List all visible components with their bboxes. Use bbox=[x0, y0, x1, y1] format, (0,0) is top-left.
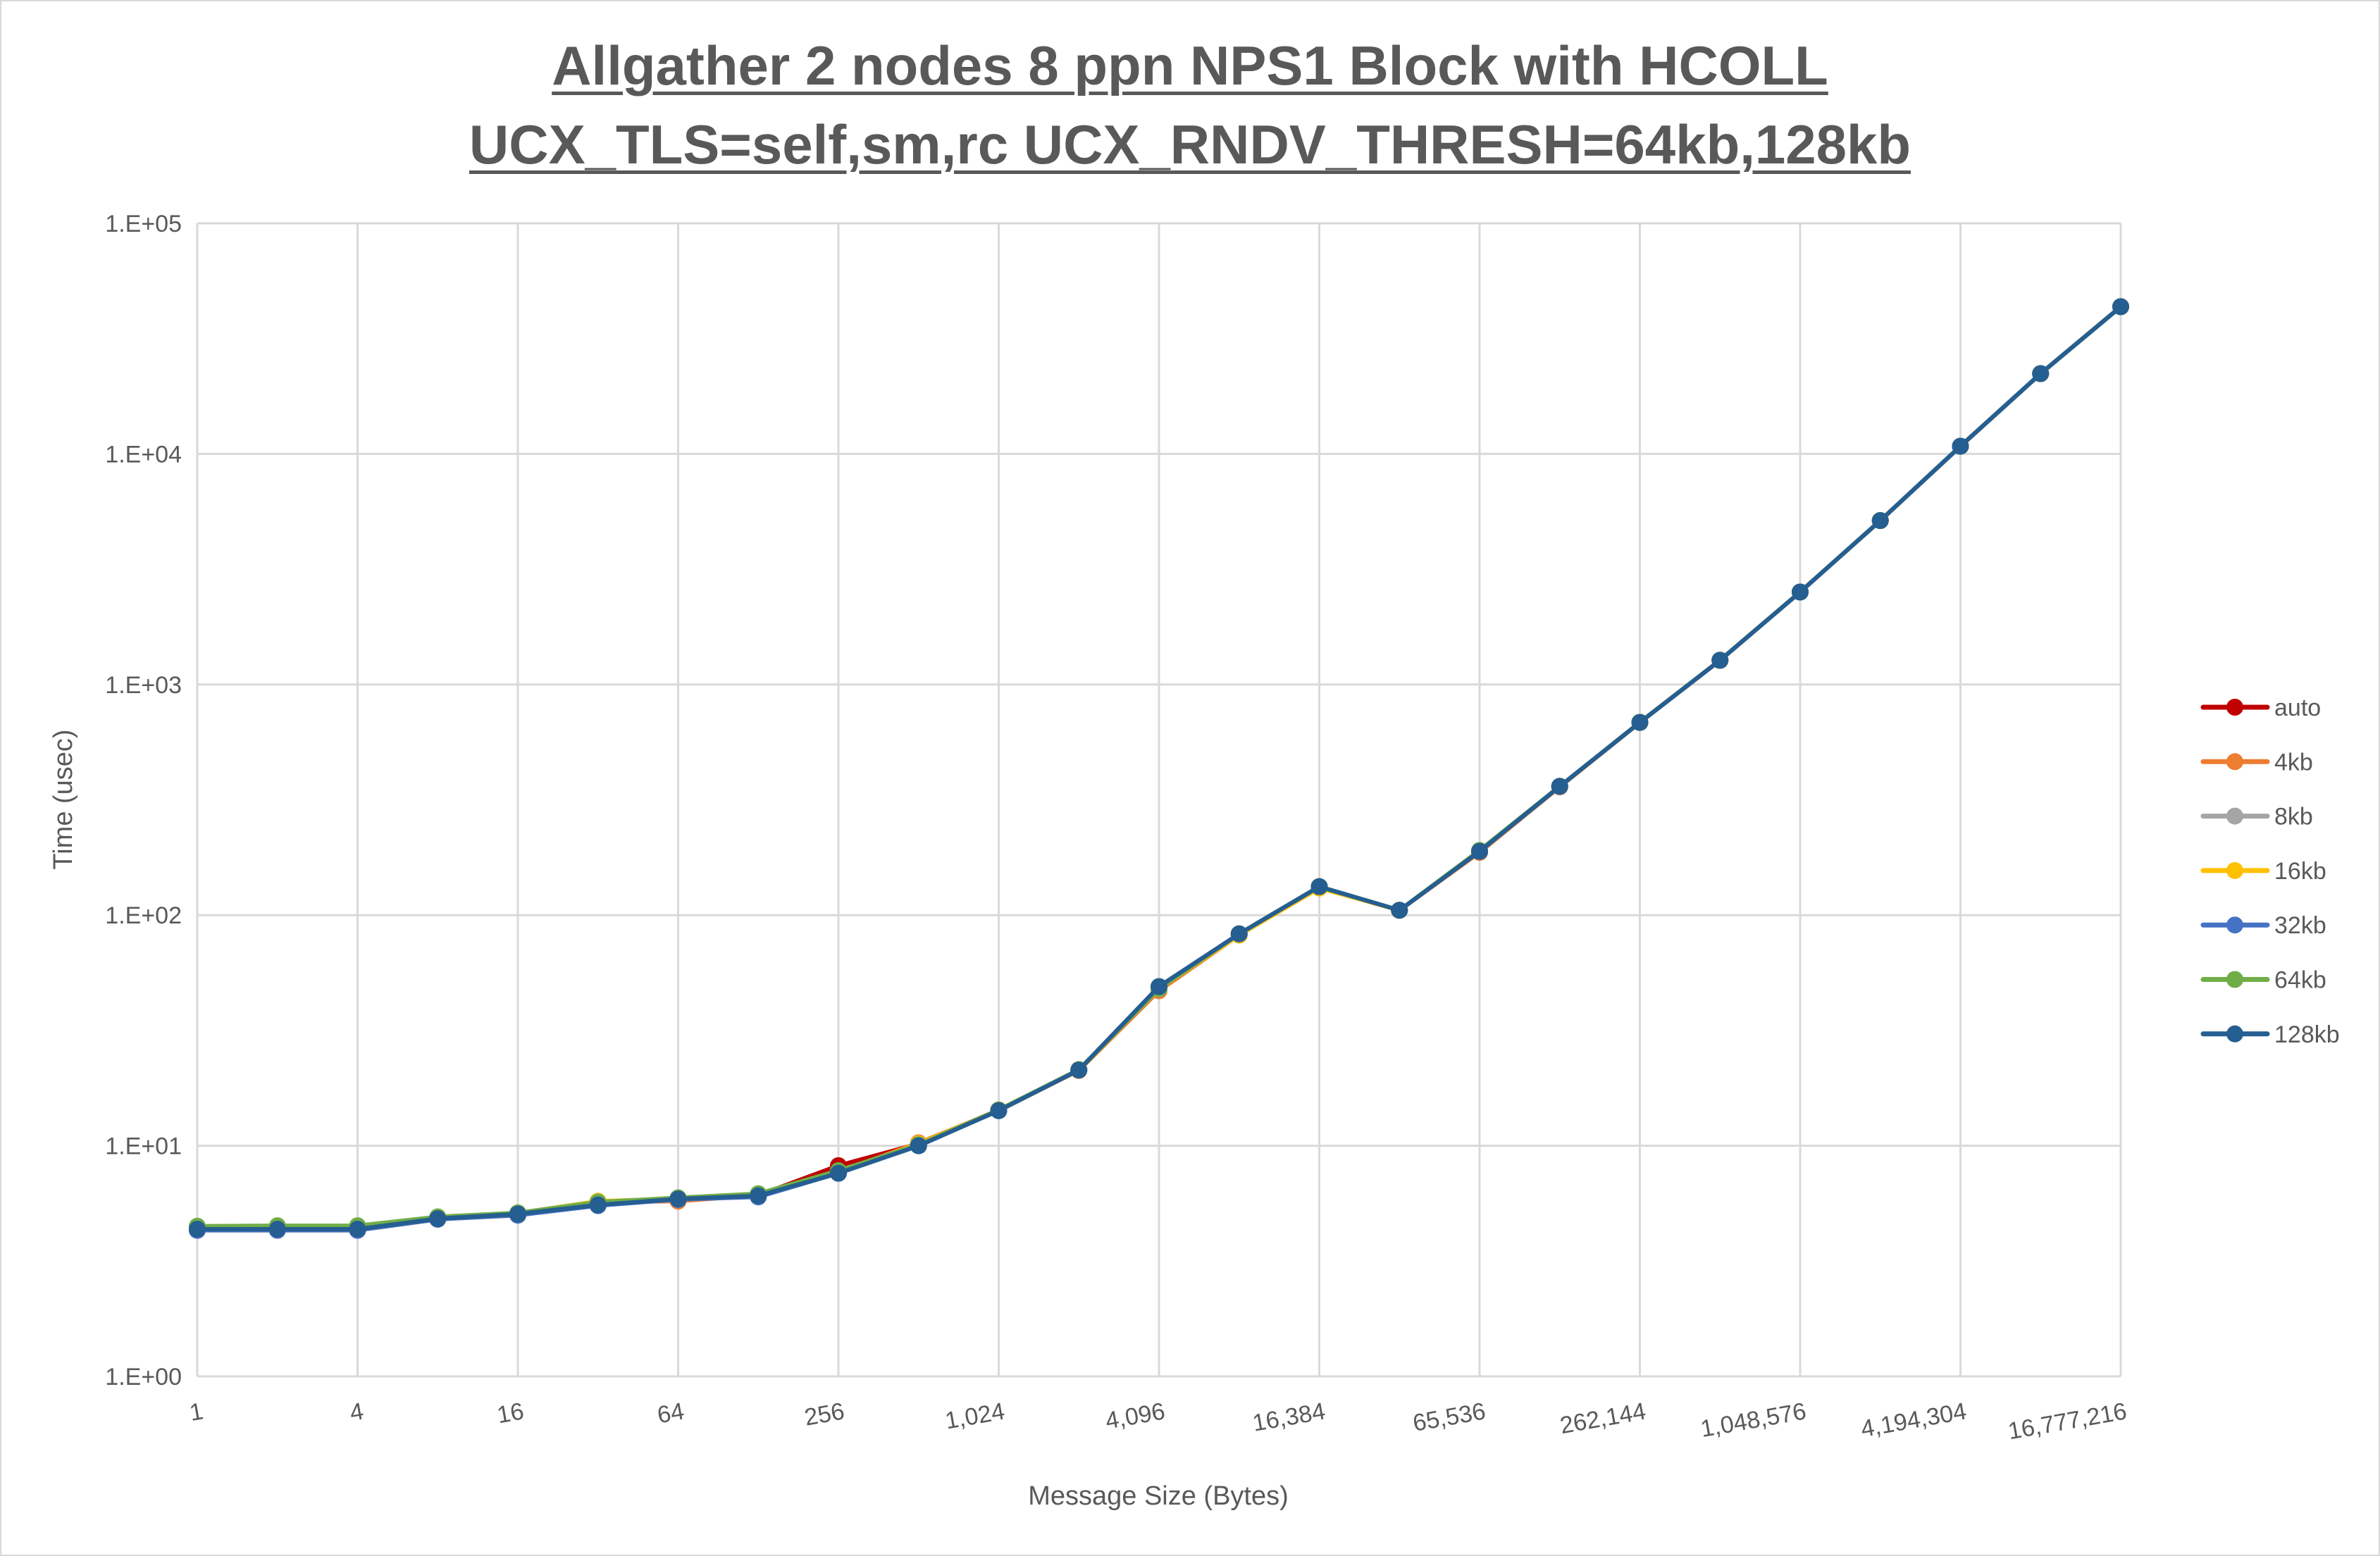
legend-item-128kb: 128kb bbox=[2200, 1021, 2340, 1048]
data-point-128kb bbox=[669, 1190, 687, 1208]
y-tick-label: 1.E+01 bbox=[105, 1133, 182, 1160]
x-tick-label: 1 bbox=[187, 1398, 205, 1426]
data-point-128kb bbox=[1310, 878, 1328, 895]
legend-label: auto bbox=[2274, 695, 2321, 721]
data-point-128kb bbox=[990, 1102, 1008, 1119]
data-point-128kb bbox=[910, 1137, 927, 1154]
x-tick-label: 1,048,576 bbox=[1699, 1398, 1809, 1443]
legend-marker-auto bbox=[2226, 699, 2243, 716]
data-point-128kb bbox=[1391, 902, 1408, 919]
y-tick-label: 1.E+03 bbox=[105, 672, 182, 699]
legend-label: 8kb bbox=[2274, 804, 2313, 830]
y-tick-label: 1.E+05 bbox=[105, 211, 182, 237]
x-tick-label: 262,144 bbox=[1558, 1398, 1648, 1439]
legend-label: 128kb bbox=[2274, 1021, 2340, 1048]
legend-marker-64kb bbox=[2226, 971, 2243, 988]
legend-label: 64kb bbox=[2274, 967, 2326, 994]
data-point-128kb bbox=[1230, 925, 1248, 942]
data-point-128kb bbox=[1151, 978, 1167, 995]
legend-label: 16kb bbox=[2274, 858, 2326, 885]
x-tick-label: 1,024 bbox=[943, 1398, 1006, 1434]
legend: auto 4kb 8kb 16kb 32kb 64kb 128kb bbox=[2200, 695, 2340, 1048]
x-tick-label: 64 bbox=[655, 1398, 686, 1429]
data-point-128kb bbox=[1631, 714, 1649, 731]
data-point-128kb bbox=[1871, 512, 1889, 530]
gridlines bbox=[196, 222, 2122, 1378]
x-tick-label: 4 bbox=[348, 1398, 366, 1426]
data-point-128kb bbox=[1551, 778, 1568, 795]
x-tick-label: 4,194,304 bbox=[1859, 1398, 1969, 1443]
x-axis-ticks: 1 4 16 64 256 1,024 4,096 16,384 65,536 262,144 1,… bbox=[187, 1398, 2128, 1445]
legend-marker-128kb bbox=[2226, 1025, 2243, 1042]
legend-item-auto: auto bbox=[2200, 695, 2321, 721]
data-point-128kb bbox=[349, 1220, 366, 1238]
data-point-128kb bbox=[1711, 652, 1729, 669]
legend-marker-16kb bbox=[2226, 861, 2243, 879]
data-point-128kb bbox=[1792, 583, 1809, 601]
data-point-128kb bbox=[429, 1210, 447, 1228]
legend-marker-8kb bbox=[2226, 807, 2243, 825]
y-tick-label: 1.E+00 bbox=[105, 1364, 182, 1390]
legend-item-8kb: 8kb bbox=[2200, 804, 2313, 830]
legend-label: 4kb bbox=[2274, 749, 2313, 776]
x-tick-label: 16,777,216 bbox=[2006, 1398, 2128, 1445]
legend-item-32kb: 32kb bbox=[2200, 912, 2326, 939]
legend-label: 32kb bbox=[2274, 912, 2326, 939]
x-tick-label: 4,096 bbox=[1103, 1398, 1167, 1434]
legend-item-16kb: 16kb bbox=[2200, 858, 2326, 885]
data-point-128kb bbox=[2112, 298, 2129, 316]
data-point-128kb bbox=[2032, 365, 2050, 382]
y-axis-label: Time (usec) bbox=[49, 729, 78, 869]
data-point-128kb bbox=[1070, 1062, 1088, 1079]
x-axis-label: Message Size (Bytes) bbox=[1028, 1481, 1289, 1511]
data-point-128kb bbox=[750, 1187, 767, 1205]
y-tick-label: 1.E+02 bbox=[105, 902, 182, 929]
legend-marker-32kb bbox=[2226, 916, 2243, 934]
x-tick-label: 16,384 bbox=[1251, 1398, 1327, 1436]
data-point-128kb bbox=[509, 1205, 526, 1223]
data-point-128kb bbox=[1471, 842, 1488, 860]
series-lines bbox=[189, 298, 2129, 1239]
chart-title-line-1: Allgather 2 nodes 8 ppn NPS1 Block with … bbox=[552, 35, 1828, 97]
data-point-128kb bbox=[268, 1220, 286, 1238]
legend-item-4kb: 4kb bbox=[2200, 749, 2313, 776]
x-tick-label: 256 bbox=[802, 1398, 846, 1431]
data-point-128kb bbox=[830, 1164, 847, 1182]
legend-item-64kb: 64kb bbox=[2200, 967, 2326, 994]
data-point-128kb bbox=[189, 1220, 206, 1238]
x-tick-label: 16 bbox=[495, 1398, 526, 1429]
y-tick-label: 1.E+04 bbox=[105, 441, 182, 468]
data-point-128kb bbox=[589, 1196, 607, 1214]
y-axis-ticks: 1.E+00 1.E+01 1.E+02 1.E+03 1.E+04 1.E+05 bbox=[105, 211, 182, 1390]
chart-title-line-2: UCX_TLS=self,sm,rc UCX_RNDV_THRESH=64kb,… bbox=[469, 113, 1911, 175]
x-tick-label: 65,536 bbox=[1411, 1398, 1487, 1436]
data-point-128kb bbox=[1952, 437, 1969, 455]
legend-marker-4kb bbox=[2226, 753, 2243, 771]
series-128kb bbox=[189, 298, 2129, 1238]
